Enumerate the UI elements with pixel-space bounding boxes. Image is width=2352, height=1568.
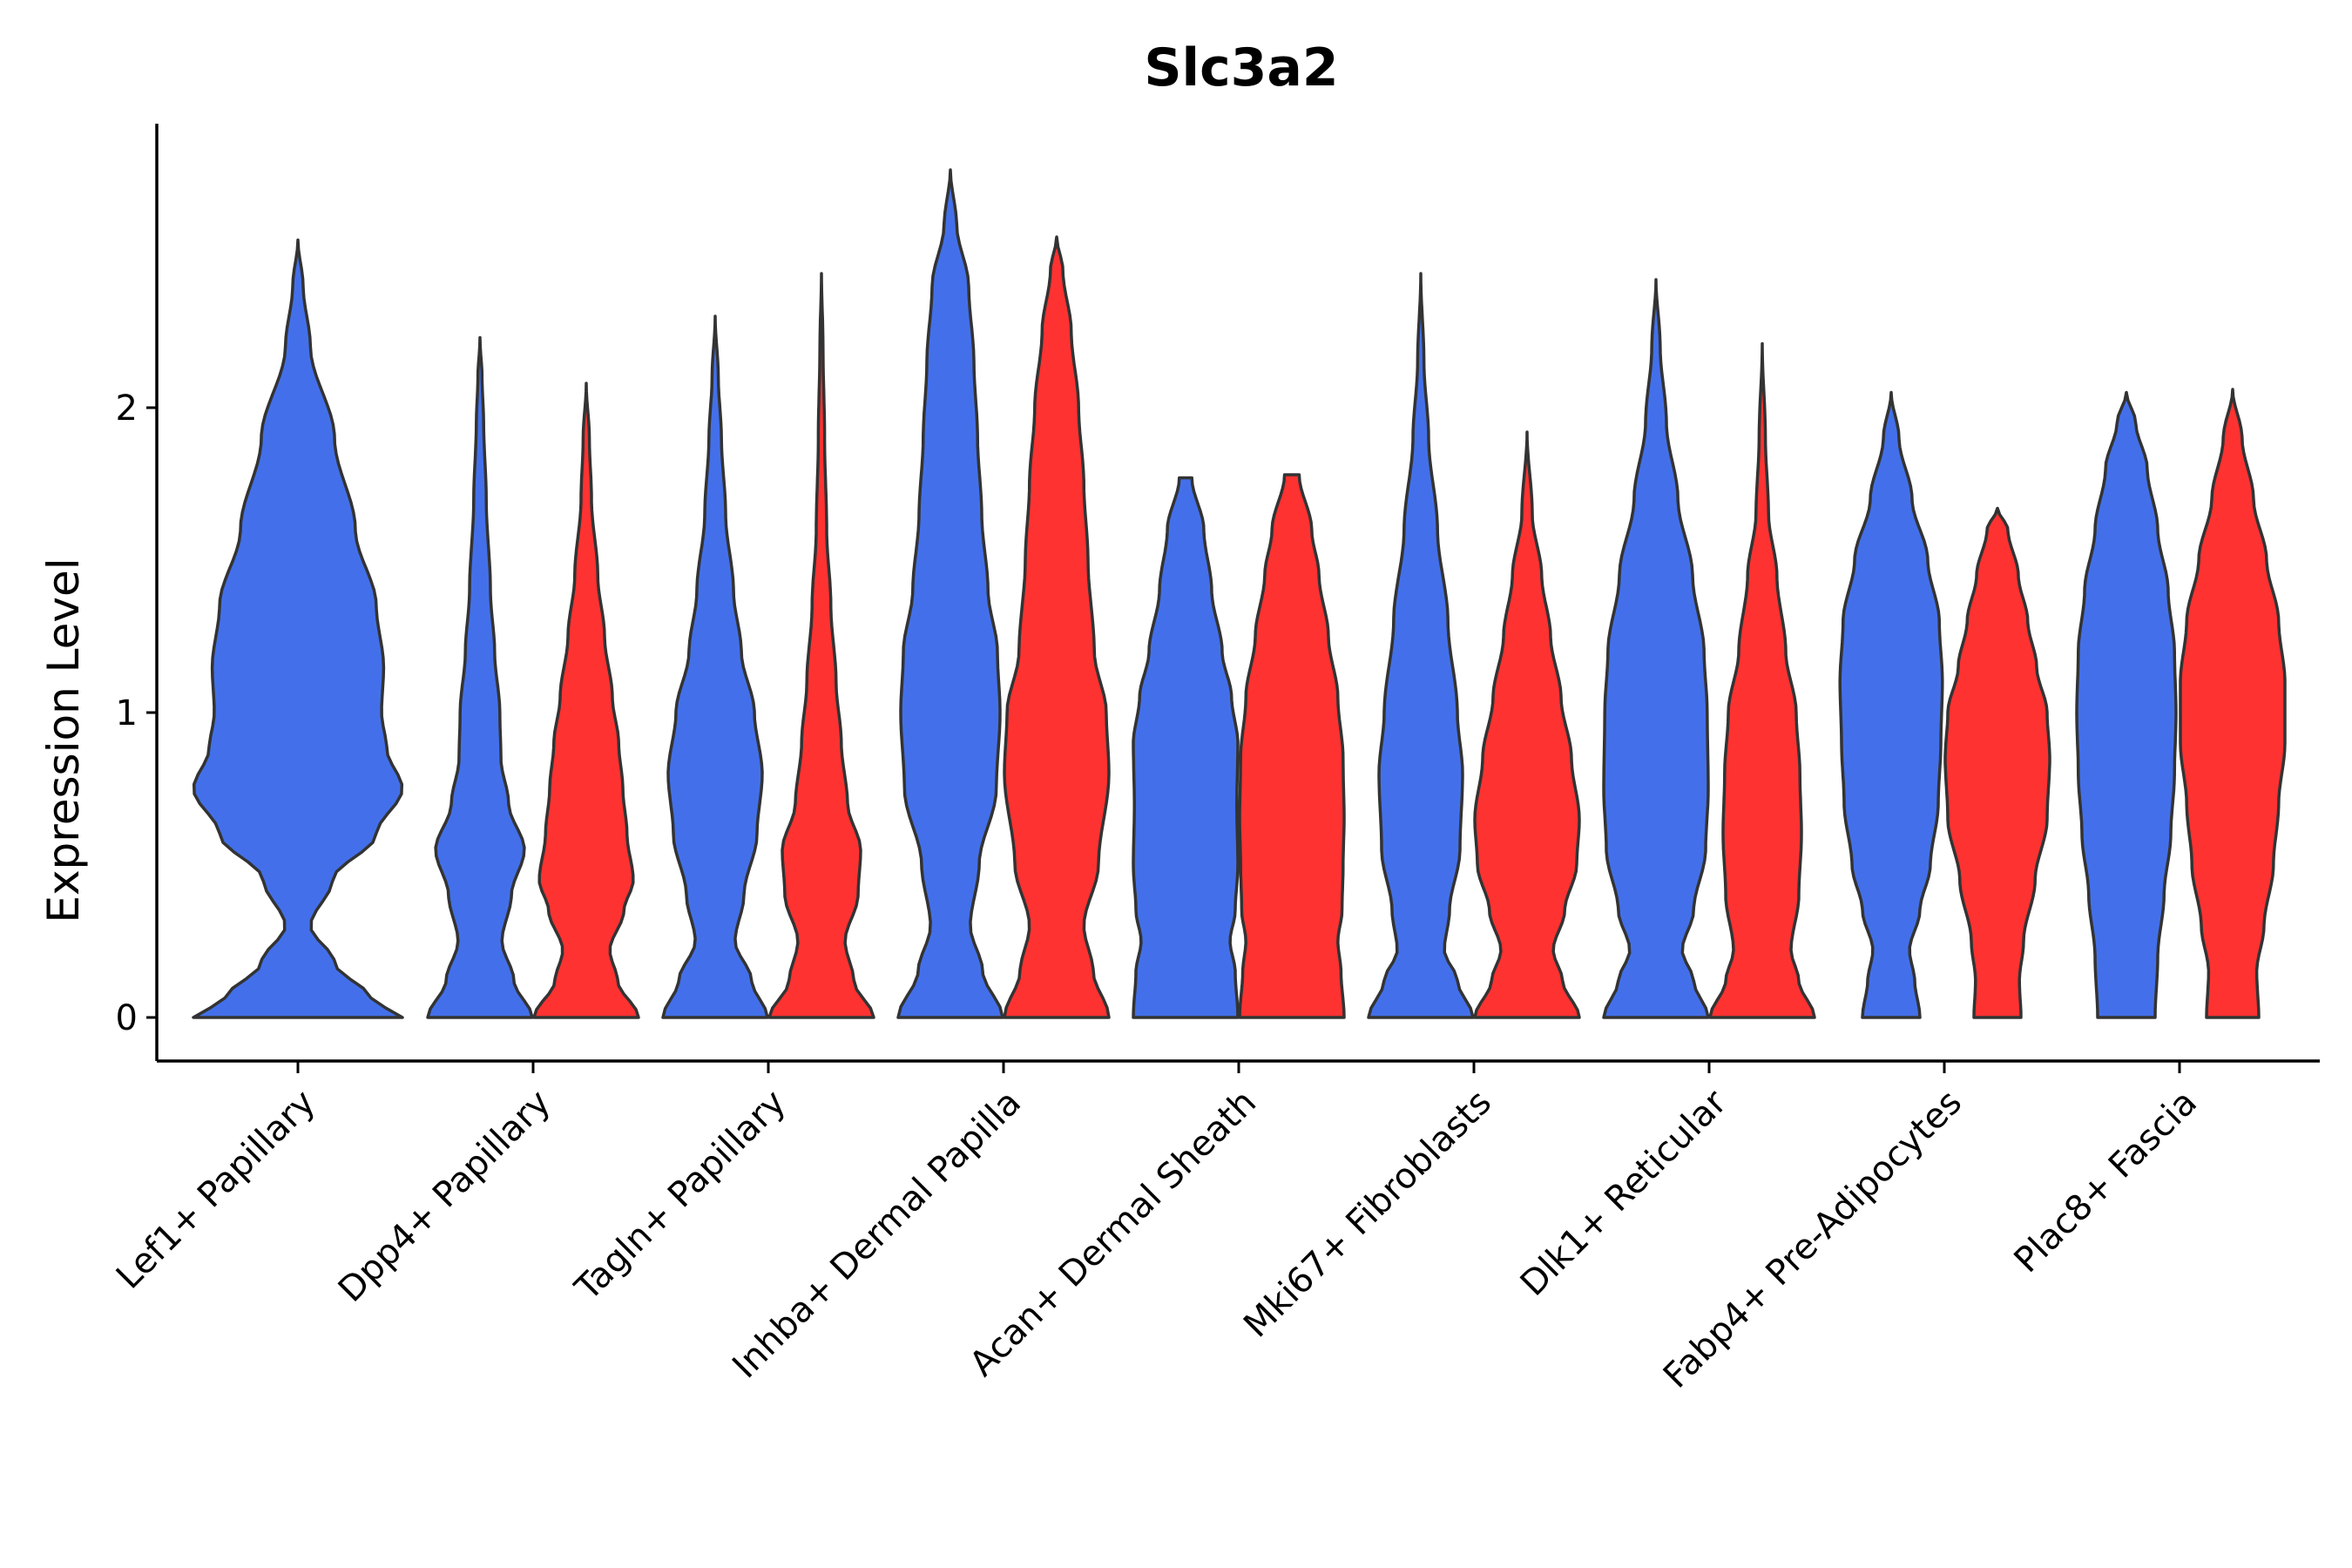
- x-tick-label: Lef1+ Papillary: [109, 1083, 323, 1297]
- chart-title: Slc3a2: [1144, 37, 1338, 98]
- y-tick-label: 2: [116, 389, 138, 429]
- violin-9-red: [1238, 473, 1346, 1019]
- violin-1-blue: [192, 238, 404, 1019]
- violin-10-blue: [1367, 272, 1475, 1019]
- y-axis-ticks: 0 1 2: [116, 389, 157, 1038]
- violin-2-blue: [426, 335, 534, 1019]
- y-tick-label: 0: [116, 998, 138, 1038]
- violins-group: [192, 168, 2287, 1019]
- violin-14-blue: [1838, 390, 1944, 1019]
- violin-15-red: [1943, 506, 2051, 1019]
- y-axis-label: Expression Level: [38, 558, 89, 923]
- x-tick-label: Dpp4+ Papillary: [331, 1083, 558, 1310]
- y-tick-label: 1: [116, 693, 138, 733]
- x-axis-ticks: Lef1+ Papillary Dpp4+ Papillary Tagln+ Pap…: [109, 1061, 2205, 1396]
- violin-3-red: [532, 382, 640, 1019]
- violin-7-red: [1003, 235, 1111, 1019]
- violin-16-blue: [2075, 390, 2178, 1019]
- violin-12-blue: [1602, 278, 1710, 1019]
- violin-13-red: [1708, 341, 1816, 1019]
- violin-5-red: [767, 272, 875, 1019]
- x-tick-label: Mki67+ Fibroblasts: [1236, 1083, 1499, 1346]
- violin-6-blue: [896, 168, 1004, 1019]
- x-tick-label: Plac8+ Fascia: [2007, 1083, 2206, 1281]
- violin-17-red: [2179, 388, 2287, 1019]
- violin-4-blue: [661, 314, 769, 1019]
- x-tick-label: Dlk1+ Reticular: [1513, 1082, 1735, 1304]
- violin-8-blue: [1132, 476, 1240, 1019]
- x-tick-label: Tagln+ Papillary: [567, 1083, 794, 1309]
- violin-11-red: [1473, 430, 1581, 1019]
